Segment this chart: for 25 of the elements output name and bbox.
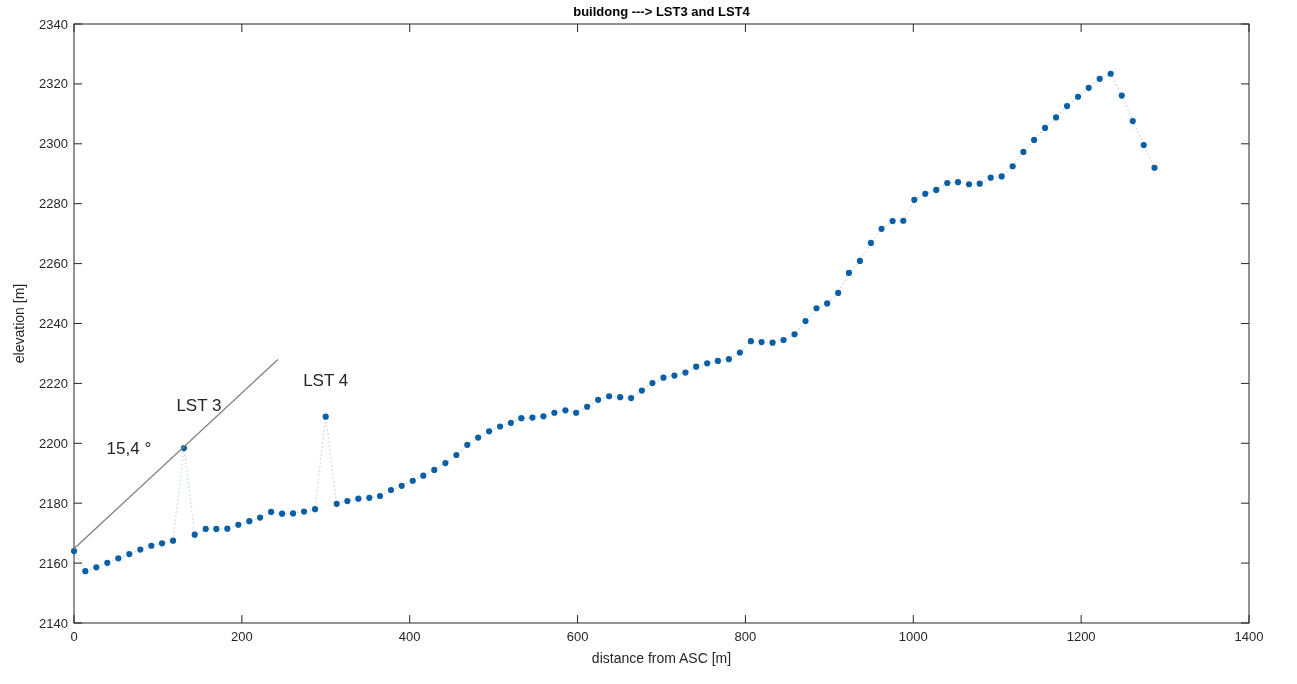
y-tick-label: 2220 (39, 375, 68, 391)
x-axis-title: distance from ASC [m] (591, 650, 732, 666)
x-tick-label: 800 (734, 629, 757, 644)
annotation: LST 3 (176, 396, 222, 416)
annotation: 15,4 ° (106, 438, 152, 458)
annotation: LST 4 (303, 370, 349, 390)
chart-title: buildong ---> LST3 and LST4 (573, 4, 751, 19)
x-tick-label: 1400 (1234, 629, 1264, 644)
x-tick-label: 400 (398, 629, 421, 644)
x-tick-label: 600 (566, 629, 589, 644)
x-tick-label: 1000 (898, 629, 928, 644)
y-tick-label: 2260 (39, 256, 68, 272)
y-tick-label: 2140 (39, 615, 68, 631)
y-tick-label: 2300 (39, 136, 68, 152)
x-tick-label: 1200 (1066, 629, 1096, 644)
y-tick-label: 2340 (39, 16, 68, 32)
y-axis-title: elevation [m] (11, 283, 27, 364)
x-tick-label: 200 (231, 629, 253, 644)
x-tick-label: 0 (70, 629, 78, 644)
y-tick-label: 2280 (39, 196, 68, 212)
y-tick-label: 2320 (39, 76, 68, 92)
y-tick-label: 2200 (39, 435, 68, 451)
y-tick-label: 2160 (39, 555, 68, 571)
y-tick-label: 2240 (39, 316, 68, 332)
y-tick-label: 2180 (39, 495, 68, 511)
